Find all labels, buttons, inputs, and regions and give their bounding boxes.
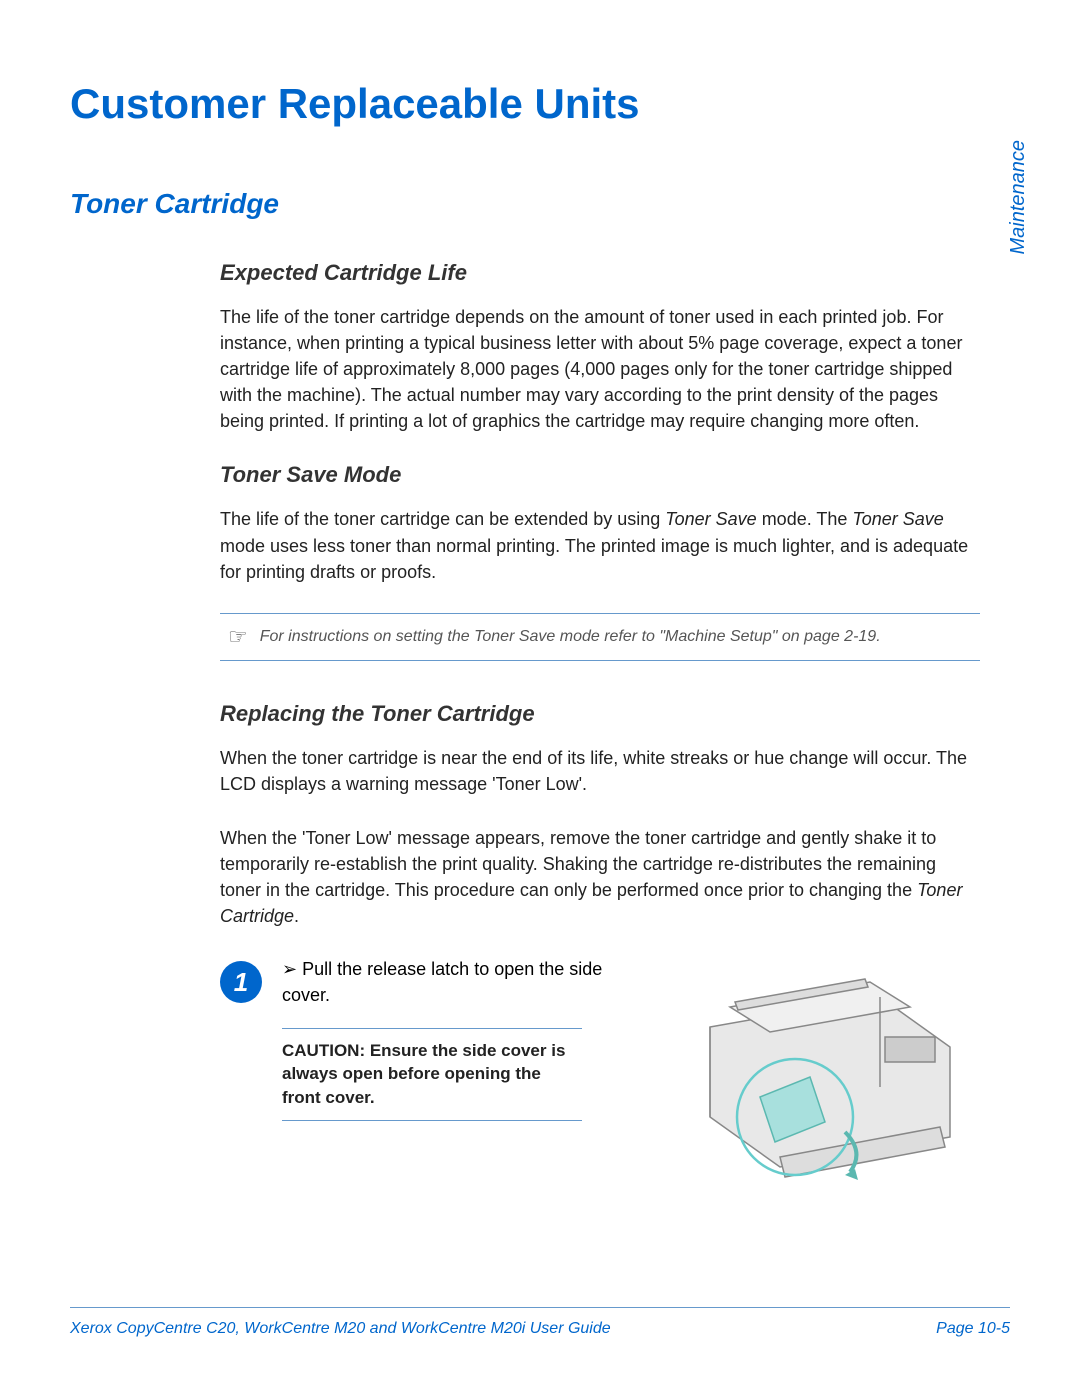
toner-save-pre: The life of the toner cartridge can be e…: [220, 509, 665, 529]
note-box: ☞ For instructions on setting the Toner …: [220, 613, 980, 661]
toner-save-heading: Toner Save Mode: [220, 462, 980, 488]
toner-save-post: mode uses less toner than normal printin…: [220, 536, 968, 582]
step-content: Pull the release latch to open the side …: [282, 957, 630, 1121]
replacing-para1: When the toner cartridge is near the end…: [220, 745, 980, 797]
step-row: 1 Pull the release latch to open the sid…: [220, 957, 980, 1187]
printer-illustration: [650, 957, 980, 1187]
replacing-para2: When the 'Toner Low' message appears, re…: [220, 825, 980, 929]
page-footer: Xerox CopyCentre C20, WorkCentre M20 and…: [70, 1307, 1010, 1338]
toner-save-italic2: Toner Save: [852, 509, 943, 529]
caution-box: CAUTION: Ensure the side cover is always…: [282, 1028, 582, 1121]
pointing-hand-icon: ☞: [228, 624, 248, 650]
toner-save-italic1: Toner Save: [665, 509, 756, 529]
footer-right: Page 10-5: [936, 1320, 1010, 1338]
section-title: Toner Cartridge: [70, 188, 1010, 220]
note-text: For instructions on setting the Toner Sa…: [260, 628, 881, 646]
toner-save-body: The life of the toner cartridge can be e…: [220, 506, 980, 584]
expected-life-heading: Expected Cartridge Life: [220, 260, 980, 286]
content-area: Expected Cartridge Life The life of the …: [220, 260, 980, 929]
step-bullet: Pull the release latch to open the side …: [282, 957, 630, 1007]
step-number-badge: 1: [220, 961, 262, 1003]
toner-save-mid: mode. The: [757, 509, 853, 529]
replacing-heading: Replacing the Toner Cartridge: [220, 701, 980, 727]
chapter-side-label: Maintenance: [1007, 140, 1030, 255]
replacing-para2-pre: When the 'Toner Low' message appears, re…: [220, 828, 936, 900]
page-title: Customer Replaceable Units: [70, 80, 1010, 128]
footer-left: Xerox CopyCentre C20, WorkCentre M20 and…: [70, 1320, 611, 1338]
replacing-para2-post: .: [294, 906, 299, 926]
expected-life-body: The life of the toner cartridge depends …: [220, 304, 980, 434]
